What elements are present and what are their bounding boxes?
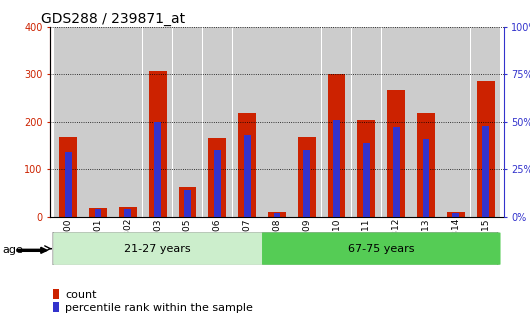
Bar [352, 27, 381, 217]
Bar [422, 139, 429, 217]
Bar [387, 89, 405, 217]
Bar [95, 209, 101, 217]
Bar [417, 113, 435, 217]
Bar [125, 209, 131, 217]
Text: age: age [3, 245, 23, 255]
Bar [119, 207, 137, 217]
Bar [328, 74, 346, 217]
Bar [382, 27, 411, 217]
Bar [482, 126, 489, 217]
Bar [441, 27, 471, 217]
Text: 21-27 years: 21-27 years [125, 244, 191, 254]
Bar [262, 27, 292, 217]
Bar [65, 152, 72, 217]
Bar [298, 137, 316, 217]
Bar [214, 150, 220, 217]
Bar [244, 135, 251, 217]
Bar [83, 27, 113, 217]
Bar [471, 27, 500, 217]
Bar [303, 150, 310, 217]
Bar [363, 143, 370, 217]
Bar [292, 27, 321, 217]
Bar [357, 120, 375, 217]
Text: percentile rank within the sample: percentile rank within the sample [65, 303, 253, 313]
Bar [59, 137, 77, 217]
Bar [149, 71, 166, 217]
Bar [447, 212, 465, 217]
Bar [273, 213, 280, 217]
Bar [184, 190, 191, 217]
FancyBboxPatch shape [54, 233, 262, 265]
FancyBboxPatch shape [53, 232, 498, 265]
Bar [333, 120, 340, 217]
Bar [208, 138, 226, 217]
FancyBboxPatch shape [262, 233, 500, 265]
Bar [238, 113, 256, 217]
Text: 67-75 years: 67-75 years [348, 244, 414, 254]
Text: count: count [65, 290, 96, 300]
Bar [233, 27, 262, 217]
Bar [453, 213, 459, 217]
Bar [393, 127, 400, 217]
Bar [54, 27, 83, 217]
Bar [173, 27, 202, 217]
Bar [179, 187, 197, 217]
Text: GDS288 / 239871_at: GDS288 / 239871_at [41, 12, 185, 26]
Bar [143, 27, 172, 217]
Bar [322, 27, 351, 217]
Bar [411, 27, 440, 217]
Bar [154, 122, 161, 217]
Bar [476, 81, 494, 217]
Bar [89, 208, 107, 217]
Bar [268, 212, 286, 217]
Bar [202, 27, 232, 217]
Bar [113, 27, 143, 217]
